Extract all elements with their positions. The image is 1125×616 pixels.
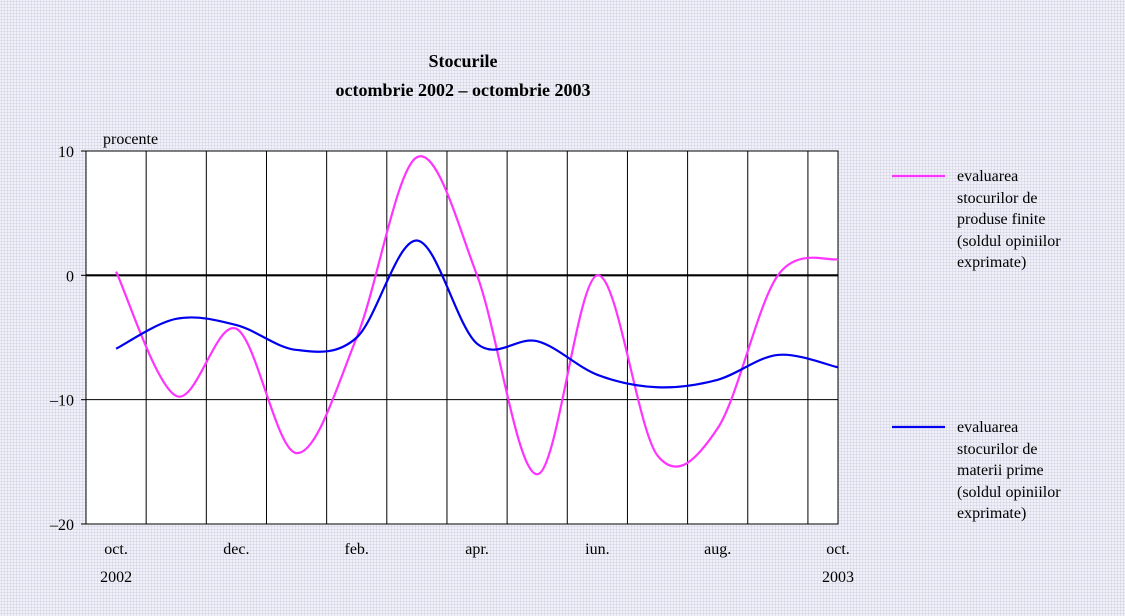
x-tick-label-line: oct. (104, 541, 128, 558)
x-tick-label-line: apr. (465, 541, 489, 558)
y-tick-label: –10 (49, 393, 74, 410)
legend-label: evaluarea stocurilor de produse finite (… (957, 168, 1061, 271)
x-tick-label: feb. (345, 541, 369, 558)
x-tick-label: oct. 2002 (100, 541, 132, 586)
x-tick-label-line: 2003 (822, 569, 854, 586)
x-tick-label: iun. (585, 541, 609, 558)
x-tick-label-line: 2002 (100, 569, 132, 586)
x-tick-label: dec. (223, 541, 249, 558)
x-tick-label-line: iun. (585, 541, 609, 558)
legend-label: evaluarea stocurilor de materii prime (s… (957, 419, 1061, 522)
y-tick-label: –20 (49, 517, 74, 534)
x-tick-label: aug. (704, 541, 731, 558)
y-tick-label: 10 (58, 144, 74, 161)
plot-border (85, 150, 839, 525)
x-tick-label-line: feb. (345, 541, 369, 558)
plot-area (86, 151, 838, 524)
x-tick-label-line: aug. (704, 541, 731, 558)
y-axis-label: procente (103, 131, 158, 148)
y-tick-label: 0 (66, 268, 74, 285)
series-line (115, 239, 839, 389)
x-tick-label: apr. (465, 541, 489, 558)
x-tick-label-line: dec. (223, 541, 249, 558)
x-tick-label: oct. 2003 (822, 541, 854, 586)
chart-title: Stocurile (429, 51, 498, 71)
series-line (115, 155, 839, 476)
chart-subtitle: octombrie 2002 – octombrie 2003 (336, 80, 591, 100)
x-tick-label-line: oct. (826, 541, 850, 558)
